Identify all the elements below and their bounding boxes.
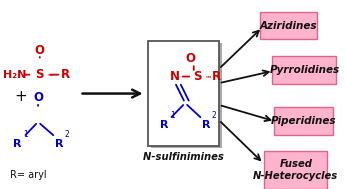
Text: R: R	[55, 139, 63, 149]
Text: Fused
N-Heterocycles: Fused N-Heterocycles	[253, 159, 338, 181]
Text: S: S	[36, 68, 44, 81]
Text: R: R	[160, 120, 169, 130]
FancyBboxPatch shape	[148, 41, 219, 146]
Text: R= aryl: R= aryl	[10, 170, 46, 180]
Text: 2: 2	[212, 111, 217, 120]
Text: Aziridines: Aziridines	[260, 21, 318, 30]
Text: R: R	[61, 68, 70, 81]
Text: H₂N: H₂N	[3, 70, 27, 80]
FancyBboxPatch shape	[272, 56, 336, 84]
Text: 1: 1	[170, 111, 175, 120]
Text: O: O	[33, 91, 43, 104]
FancyBboxPatch shape	[152, 43, 222, 148]
Text: "": ""	[205, 75, 211, 81]
Text: +: +	[15, 89, 27, 104]
Text: R: R	[212, 70, 221, 83]
Text: 2: 2	[65, 130, 70, 139]
Text: S: S	[193, 70, 201, 83]
Text: O: O	[185, 52, 195, 65]
Text: R: R	[202, 120, 210, 130]
FancyBboxPatch shape	[264, 151, 327, 189]
FancyBboxPatch shape	[274, 107, 333, 135]
Text: Piperidines: Piperidines	[271, 116, 337, 126]
Text: R: R	[13, 139, 21, 149]
Text: "": ""	[47, 74, 54, 80]
Text: O: O	[35, 44, 45, 57]
FancyBboxPatch shape	[260, 12, 317, 39]
Text: 1: 1	[23, 130, 28, 139]
Text: N: N	[170, 70, 180, 83]
Text: Pyrrolidines: Pyrrolidines	[270, 65, 339, 75]
Text: ⁠N⁠-sulfinimines: ⁠N⁠-sulfinimines	[143, 152, 224, 162]
